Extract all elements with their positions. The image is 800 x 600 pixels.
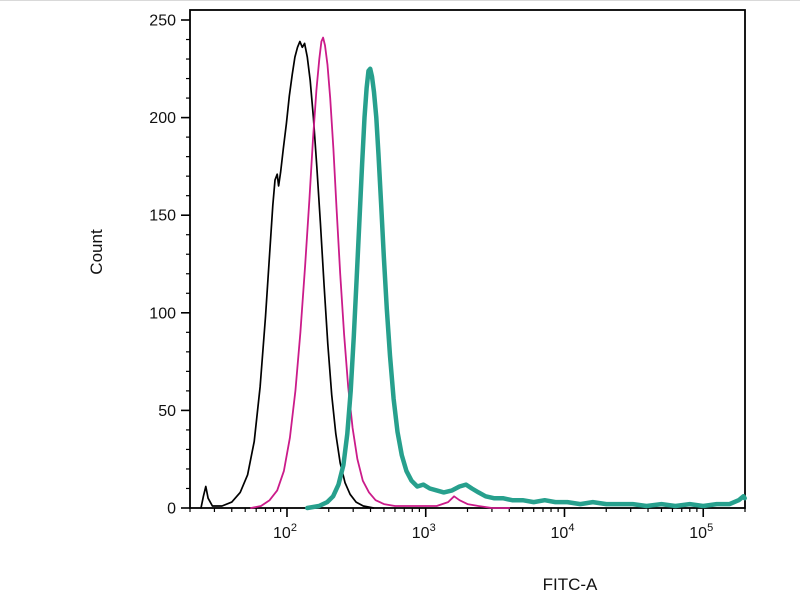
magenta-curve	[250, 36, 511, 509]
x-tick-label: 104	[551, 522, 575, 542]
y-tick-label: 150	[149, 208, 176, 225]
y-axis-label: Count	[87, 229, 106, 275]
y-tick-label: 50	[158, 403, 176, 420]
plot-frame	[189, 9, 746, 509]
y-tick-label: 200	[149, 110, 176, 127]
teal-curve	[305, 66, 747, 511]
x-axis-label: FITC-A	[542, 575, 598, 594]
black-curve	[200, 40, 375, 509]
y-tick-label: 250	[149, 13, 176, 30]
x-tick-label: 105	[689, 522, 713, 542]
top-border-line	[0, 0, 800, 1]
x-tick-label: 103	[412, 522, 436, 542]
x-tick-label: 102	[273, 522, 297, 542]
y-tick-label: 100	[149, 305, 176, 322]
y-tick-label: 0	[167, 501, 176, 518]
